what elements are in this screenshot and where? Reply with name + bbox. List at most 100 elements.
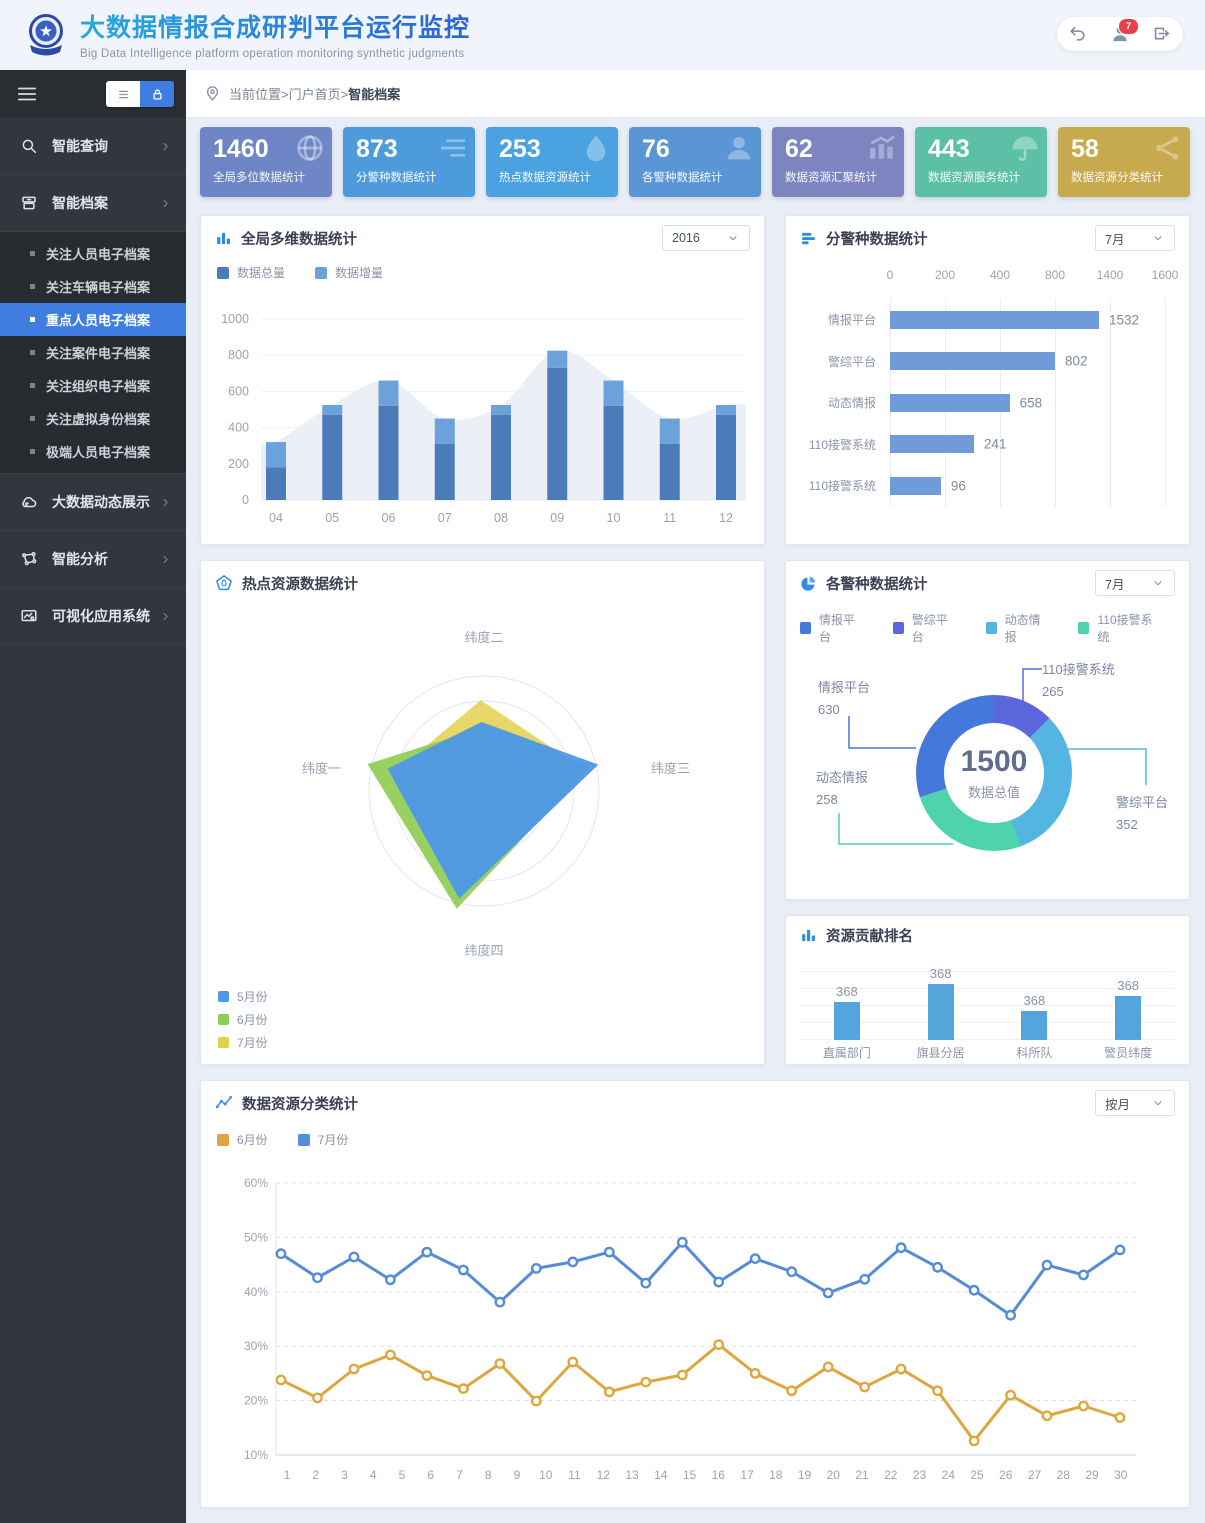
legend-label: 数据总量 — [237, 266, 286, 280]
dropdown-value: 按月 — [1105, 1097, 1131, 1112]
sidebar-subitem[interactable]: 关注人员电子档案 — [0, 237, 186, 270]
category-label: 110接警系统 — [808, 479, 876, 494]
panel-title: 数据资源分类统计 — [242, 1096, 358, 1113]
app-header: 大数据情报合成研判平台运行监控 Big Data Intelligence pl… — [0, 0, 1205, 71]
sidebar-subitem[interactable]: 关注车辆电子档案 — [0, 270, 186, 303]
sidebar-item[interactable]: 智能档案 — [0, 175, 186, 232]
legend-item[interactable]: 6月份 — [218, 1008, 268, 1031]
svg-text:10: 10 — [539, 1468, 553, 1482]
legend-item[interactable]: 7月份 — [297, 1131, 349, 1148]
donut-total-value: 1500 — [960, 745, 1028, 778]
svg-text:14: 14 — [654, 1468, 668, 1482]
callout-label: 110接警系统 — [1042, 662, 1115, 677]
stat-card[interactable]: 873 分警种数据统计 — [343, 127, 475, 197]
sidebar-subitem[interactable]: 关注组织电子档案 — [0, 369, 186, 402]
sidebar-subitem[interactable]: 关注案件电子档案 — [0, 336, 186, 369]
donut-callout: 动态情报 258 — [816, 767, 868, 811]
list-icon — [437, 132, 469, 169]
sidebar-item[interactable]: 智能分析 — [0, 531, 186, 588]
sidebar-item[interactable]: 可视化应用系统 — [0, 588, 186, 645]
undo-icon[interactable] — [1068, 24, 1088, 44]
breadcrumb-item[interactable]: 门户首页 — [288, 87, 341, 102]
donut-callout: 情报平台 630 — [818, 677, 870, 721]
sidebar-subitem-label: 关注车辆电子档案 — [46, 280, 151, 295]
x-tick: 1400 — [1096, 268, 1124, 282]
user-icon[interactable]: 7 — [1110, 18, 1139, 44]
svg-text:纬度二: 纬度二 — [464, 630, 503, 645]
svg-text:06: 06 — [382, 511, 396, 525]
stat-card-value: 253 — [499, 135, 541, 163]
svg-text:25: 25 — [970, 1468, 984, 1482]
sidebar-subitem[interactable]: 重点人员电子档案 — [0, 303, 186, 336]
line-chart-icon — [215, 1094, 233, 1112]
stat-card[interactable]: 76 各警种数据统计 — [629, 127, 761, 197]
bar-row: 110接警系统 241 — [800, 423, 1175, 465]
svg-text:12: 12 — [719, 511, 733, 525]
legend-item[interactable]: 110接警系统 — [1078, 611, 1159, 645]
stat-card-value: 873 — [356, 135, 398, 163]
logout-icon[interactable] — [1152, 24, 1172, 44]
hamburger-menu-icon[interactable] — [16, 83, 38, 105]
share-icon — [1152, 132, 1184, 169]
legend-item[interactable]: 情报平台 — [800, 611, 863, 645]
svg-text:15: 15 — [683, 1468, 697, 1482]
stat-card[interactable]: 58 数据资源分类统计 — [1058, 127, 1190, 197]
legend-swatch — [218, 991, 229, 1002]
category-label: 警综平台 — [827, 354, 876, 369]
svg-text:24: 24 — [942, 1468, 956, 1482]
sidebar-item-label: 智能档案 — [52, 195, 108, 211]
svg-text:30%: 30% — [244, 1339, 268, 1353]
breadcrumb-item[interactable]: 智能档案 — [348, 87, 401, 102]
list-view-toggle[interactable] — [106, 81, 140, 107]
sidebar-item-label: 大数据动态展示 — [52, 494, 150, 510]
period-dropdown[interactable]: 按月 — [1095, 1090, 1175, 1116]
stat-card[interactable]: 253 热点数据资源统计 — [486, 127, 618, 197]
svg-text:28: 28 — [1057, 1468, 1071, 1482]
svg-text:50%: 50% — [244, 1230, 268, 1244]
bar-chart-icon — [215, 230, 232, 247]
stacked-bar-chart: 0 200 400 600 800 1000 04 05 06 07 08 09 10 11 12 — [221, 312, 746, 525]
svg-text:2: 2 — [312, 1468, 319, 1482]
bullet-icon — [30, 416, 35, 421]
legend-item[interactable]: 7月份 — [218, 1031, 268, 1054]
legend-swatch — [218, 1037, 229, 1048]
archive-icon — [20, 194, 38, 212]
sidebar: 智能查询智能档案关注人员电子档案 关注车辆电子档案重点人员电子档案 关注案件电子档案… — [0, 70, 186, 1523]
legend-item[interactable]: 动态情报 — [985, 611, 1049, 645]
bar-track: 658 — [890, 382, 1166, 424]
stat-card-label: 数据资源服务统计 — [928, 172, 1020, 184]
sidebar-subitem[interactable]: 极端人员电子档案 — [0, 435, 186, 468]
svg-text:16: 16 — [712, 1468, 726, 1482]
sidebar-item[interactable]: 智能查询 — [0, 118, 186, 175]
sidebar-item[interactable]: 大数据动态展示 — [0, 474, 186, 531]
legend-item[interactable]: 数据总量 — [217, 264, 285, 281]
stat-card[interactable]: 1460 全局多位数据统计 — [200, 127, 332, 197]
year-dropdown[interactable]: 2016 — [662, 225, 750, 251]
svg-text:纬度三: 纬度三 — [651, 761, 690, 776]
month-dropdown[interactable]: 7月 — [1095, 225, 1175, 251]
sidebar-item-label: 智能查询 — [52, 138, 108, 154]
sidebar-subitem[interactable]: 关注虚拟身份档案 — [0, 402, 186, 435]
ranking-bar-chart: 368 368 368 368 — [800, 956, 1175, 1040]
bar-column: 368 — [1081, 956, 1175, 1040]
month-dropdown[interactable]: 7月 — [1095, 570, 1175, 596]
legend-item[interactable]: 6月份 — [217, 1131, 268, 1148]
legend-item[interactable]: 警综平台 — [892, 611, 956, 645]
lock-toggle[interactable] — [140, 81, 174, 107]
bar-track: 96 — [890, 465, 1166, 507]
legend-item[interactable]: 数据增量 — [315, 264, 383, 281]
stat-card[interactable]: 443 数据资源服务统计 — [915, 127, 1047, 197]
legend-item[interactable]: 5月份 — [218, 985, 268, 1008]
panel-title: 分警种数据统计 — [826, 231, 928, 248]
stat-card[interactable]: 62 数据资源汇聚统计 — [772, 127, 904, 197]
donut-callout: 110接警系统 265 — [1042, 659, 1115, 703]
category-label: 情报平台 — [827, 313, 876, 328]
sidebar-subitem-label: 关注人员电子档案 — [46, 247, 151, 262]
chevron-down-icon — [726, 231, 740, 245]
chevron-right-icon — [159, 553, 172, 566]
svg-text:27: 27 — [1028, 1468, 1042, 1482]
legend-label: 7月份 — [317, 1133, 349, 1147]
breadcrumb-label: 当前位置 — [229, 87, 282, 102]
